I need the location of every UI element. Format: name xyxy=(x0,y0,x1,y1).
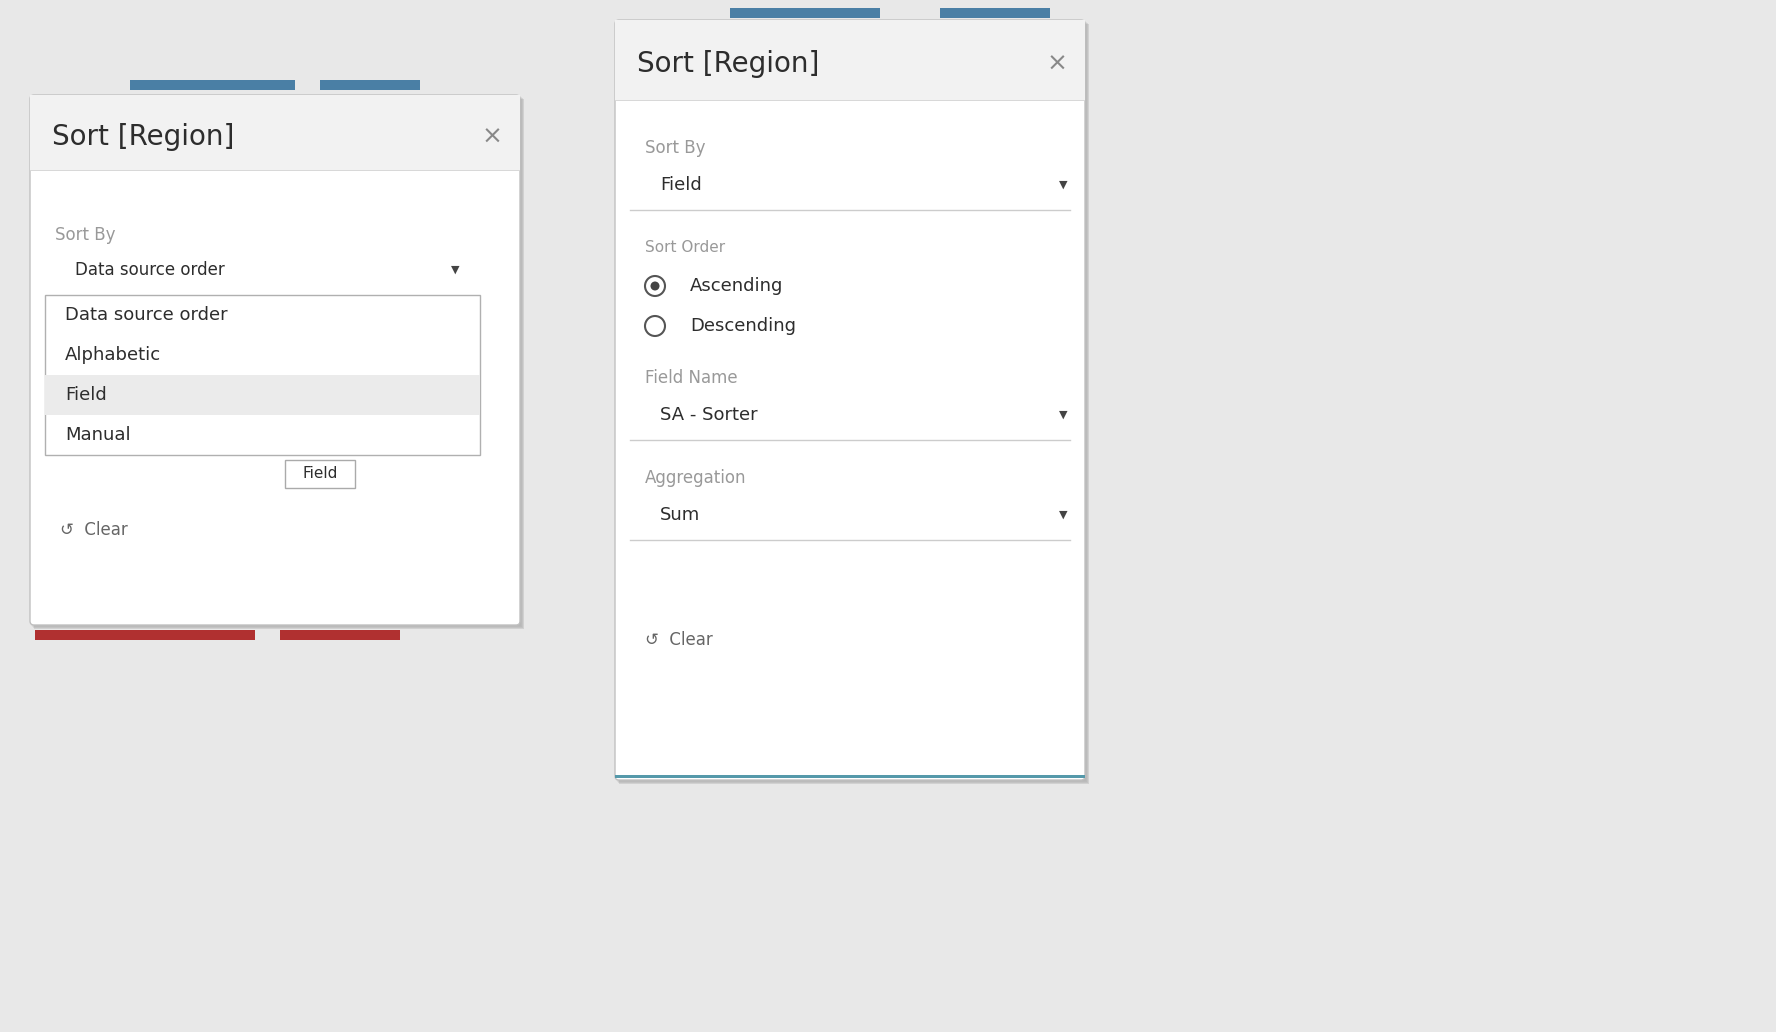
Text: ↺  Clear: ↺ Clear xyxy=(60,521,128,539)
Bar xyxy=(940,8,1050,18)
Text: Sum: Sum xyxy=(661,506,700,524)
Bar xyxy=(320,80,419,90)
Text: Data source order: Data source order xyxy=(66,307,227,324)
Text: Sort [Region]: Sort [Region] xyxy=(52,123,234,151)
Bar xyxy=(34,99,524,628)
Text: Ascending: Ascending xyxy=(691,277,783,295)
Text: Alphabetic: Alphabetic xyxy=(66,346,162,364)
Text: Data source order: Data source order xyxy=(75,261,226,279)
Bar xyxy=(34,98,522,628)
Text: Field: Field xyxy=(302,466,337,482)
Text: SA - Sorter: SA - Sorter xyxy=(661,406,758,424)
Text: Field: Field xyxy=(661,176,702,194)
Bar xyxy=(130,80,295,90)
Text: ▼: ▼ xyxy=(1058,510,1067,520)
Text: Field: Field xyxy=(66,386,107,404)
Bar xyxy=(30,96,520,626)
Text: Descending: Descending xyxy=(691,317,796,335)
Text: Sort By: Sort By xyxy=(645,139,705,157)
Text: Aggregation: Aggregation xyxy=(645,469,746,487)
Bar xyxy=(616,22,1087,782)
Text: ×: × xyxy=(1046,52,1067,76)
Bar xyxy=(618,23,1089,783)
Text: Sort Order: Sort Order xyxy=(645,240,725,256)
Bar xyxy=(32,97,522,627)
Bar xyxy=(44,295,480,455)
Bar xyxy=(616,21,1085,781)
Bar xyxy=(44,375,480,415)
Bar xyxy=(730,8,879,18)
Text: Manual: Manual xyxy=(66,426,131,444)
Text: ▼: ▼ xyxy=(1058,180,1067,190)
Bar xyxy=(614,775,1085,778)
Text: Sort [Region]: Sort [Region] xyxy=(638,50,819,78)
Text: ▼: ▼ xyxy=(451,265,460,275)
FancyBboxPatch shape xyxy=(614,20,1085,780)
Bar xyxy=(620,24,1089,784)
Text: Field Name: Field Name xyxy=(645,369,737,387)
Text: ×: × xyxy=(481,125,503,149)
Circle shape xyxy=(650,282,659,290)
FancyBboxPatch shape xyxy=(30,95,520,625)
Bar xyxy=(614,20,1085,100)
Text: ▼: ▼ xyxy=(1058,410,1067,420)
Bar xyxy=(281,630,400,640)
Text: ↺  Clear: ↺ Clear xyxy=(645,631,712,649)
Bar xyxy=(284,460,355,488)
Bar xyxy=(30,95,520,170)
Bar xyxy=(36,630,256,640)
Text: Sort By: Sort By xyxy=(55,226,115,244)
